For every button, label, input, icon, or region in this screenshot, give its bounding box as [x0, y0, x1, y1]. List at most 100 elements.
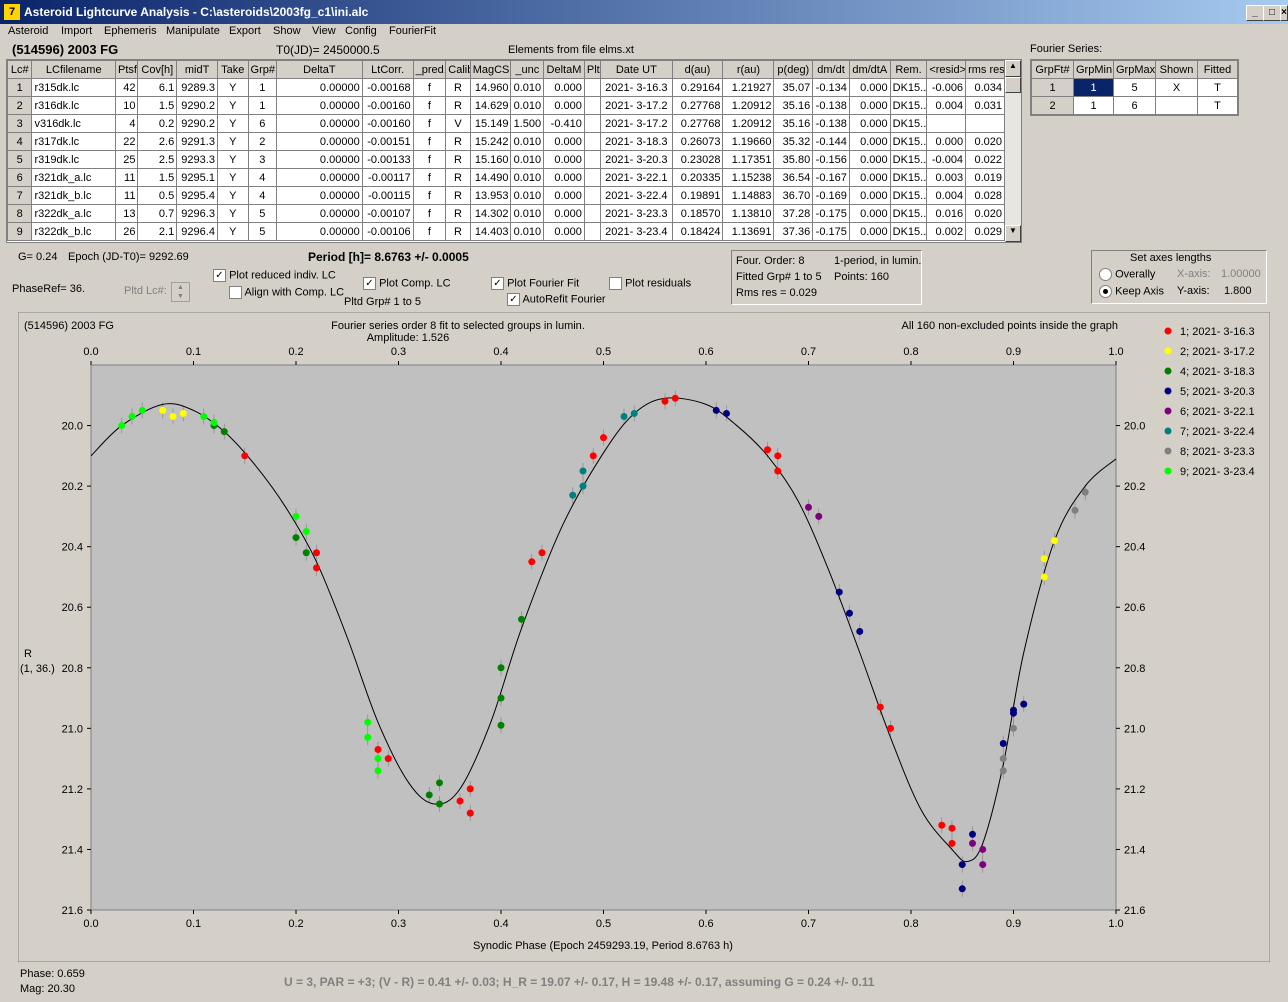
checkbox-plot-fourier[interactable]: ✓	[491, 277, 504, 290]
lc-cell[interactable]: Y	[216, 186, 249, 205]
menu-ephemeris[interactable]: Ephemeris	[104, 25, 157, 37]
lc-cell[interactable]: R	[445, 168, 471, 187]
lc-cell[interactable]: 1.5	[137, 168, 178, 187]
lc-cell[interactable]: -0.138	[812, 96, 850, 115]
fourier-cell[interactable]	[1155, 96, 1198, 115]
fourier-column-header[interactable]: Fitted	[1197, 60, 1238, 79]
lc-cell[interactable]: f	[412, 114, 447, 133]
lc-cell[interactable]: Y	[216, 150, 249, 169]
lc-cell[interactable]: 14.629	[469, 96, 512, 115]
scroll-thumb[interactable]	[1005, 77, 1021, 93]
lc-cell[interactable]: r316dk.lc	[31, 96, 117, 115]
lc-cell[interactable]: 4	[247, 186, 278, 205]
lc-cell[interactable]: r315dk.lc	[31, 78, 117, 97]
lc-cell[interactable]: 4	[247, 168, 278, 187]
lc-cell[interactable]: v316dk.lc	[31, 114, 117, 133]
lc-cell[interactable]: -0.175	[812, 222, 850, 241]
checkbox-align-comp[interactable]	[229, 286, 242, 299]
lc-cell[interactable]: 37.36	[773, 222, 814, 241]
lc-cell[interactable]	[926, 114, 967, 133]
lc-cell[interactable]: 0.000	[848, 114, 891, 133]
lc-cell[interactable]: 15.242	[469, 132, 512, 151]
menu-asteroid[interactable]: Asteroid	[8, 25, 49, 37]
lc-table-row[interactable]: 4 r317dk.lc 22 2.6 9291.3 Y 2 0.00000 -0.00151 f R…	[7, 132, 1005, 151]
lc-cell[interactable]: R	[445, 78, 471, 97]
lc-column-header[interactable]: Take	[216, 60, 249, 79]
lc-cell[interactable]: DK15..	[889, 186, 928, 205]
lc-cell[interactable]: 0.000	[543, 78, 585, 97]
lc-cell[interactable]: 0.23028	[671, 150, 724, 169]
lc-cell[interactable]: 1.500	[510, 114, 545, 133]
lc-cell[interactable]	[583, 132, 602, 151]
lc-cell[interactable]: 1.15238	[722, 168, 775, 187]
lc-cell[interactable]: 9293.3	[176, 150, 218, 169]
lc-cell[interactable]: 35.16	[773, 96, 814, 115]
lc-cell[interactable]: 0.29164	[671, 78, 724, 97]
lc-table-row[interactable]: 5 r319dk.lc 25 2.5 9293.3 Y 3 0.00000 -0.00133 f R…	[7, 150, 1005, 169]
lc-cell[interactable]: 0.5	[137, 186, 178, 205]
lc-cell[interactable]: Y	[216, 204, 249, 223]
lc-cell[interactable]: 0.000	[543, 222, 585, 241]
lc-cell[interactable]: 0.019	[965, 168, 1005, 187]
lc-cell[interactable]: 0.00000	[276, 204, 363, 223]
lc-column-header[interactable]: Lc#	[7, 60, 33, 79]
lc-cell[interactable]: 13.953	[469, 186, 512, 205]
lc-cell[interactable]: 0.000	[848, 186, 891, 205]
lc-cell[interactable]: R	[445, 132, 471, 151]
lc-cell[interactable]: 6.1	[137, 78, 178, 97]
radio-overally[interactable]	[1099, 268, 1112, 281]
plot-reduced-checkbox[interactable]: ✓ Plot reduced indiv. LC	[213, 269, 336, 282]
lc-cell[interactable]: 2021- 3-22.4	[600, 186, 673, 205]
lc-cell[interactable]: 42	[115, 78, 139, 97]
lc-cell[interactable]: 0.000	[848, 222, 891, 241]
lc-cell[interactable]: r317dk.lc	[31, 132, 117, 151]
fourier-column-header[interactable]: GrpFt#	[1031, 60, 1074, 79]
lc-cell[interactable]: DK15..	[889, 150, 928, 169]
lc-cell[interactable]: -0.144	[812, 132, 850, 151]
lc-table-row[interactable]: 9 r322dk_b.lc 26 2.1 9296.4 Y 5 0.00000 -0.00106…	[7, 222, 1005, 241]
lightcurve-chart[interactable]: (514596) 2003 FG Fourier series order 8 …	[18, 312, 1270, 962]
lc-cell[interactable]: 2021- 3-23.3	[600, 204, 673, 223]
lc-cell[interactable]: r322dk_b.lc	[31, 222, 117, 241]
lc-column-header[interactable]: p(deg)	[773, 60, 814, 79]
radio-keep-axis[interactable]	[1099, 285, 1112, 298]
lc-cell[interactable]: 1.5	[137, 96, 178, 115]
row-header[interactable]: 9	[7, 222, 33, 241]
lc-cell[interactable]: 0.00000	[276, 150, 363, 169]
lc-table-row[interactable]: 3 v316dk.lc 4 0.2 9290.2 Y 6 0.00000 -0.00160 f V 1…	[7, 114, 1005, 133]
lc-cell[interactable]: 1.13691	[722, 222, 775, 241]
lc-cell[interactable]: 11	[115, 168, 139, 187]
lc-cell[interactable]: 1	[247, 96, 278, 115]
lc-cell[interactable]: 15.149	[469, 114, 512, 133]
lc-cell[interactable]	[583, 150, 602, 169]
lc-cell[interactable]: 1.14883	[722, 186, 775, 205]
lc-cell[interactable]: f	[412, 168, 447, 187]
fourier-cell[interactable]: 6	[1113, 96, 1156, 115]
lc-cell[interactable]: 0.000	[848, 168, 891, 187]
lc-cell[interactable]: 5	[247, 204, 278, 223]
lc-cell[interactable]: -0.138	[812, 114, 850, 133]
lc-cell[interactable]: R	[445, 150, 471, 169]
lc-cell[interactable]: -0.00107	[361, 204, 414, 223]
lc-cell[interactable]: 2021- 3-23.4	[600, 222, 673, 241]
lc-column-header[interactable]: <resid>	[926, 60, 967, 79]
fourier-cell[interactable]: T	[1197, 78, 1238, 97]
lc-column-header[interactable]: dm/dtA	[848, 60, 891, 79]
lc-cell[interactable]: Y	[216, 168, 249, 187]
lc-column-header[interactable]: LtCorr.	[361, 60, 414, 79]
fourier-cell[interactable]: 1	[1073, 96, 1114, 115]
lc-cell[interactable]: 0.034	[965, 78, 1005, 97]
fourier-column-header[interactable]: GrpMin	[1073, 60, 1114, 79]
lc-cell[interactable]: -0.134	[812, 78, 850, 97]
lc-cell[interactable]: f	[412, 96, 447, 115]
lc-cell[interactable]: 9295.4	[176, 186, 218, 205]
lc-cell[interactable]: 35.07	[773, 78, 814, 97]
lc-cell[interactable]: 0.010	[510, 222, 545, 241]
lc-cell[interactable]: 0.27768	[671, 114, 724, 133]
menu-import[interactable]: Import	[61, 25, 93, 37]
lc-cell[interactable]: 0.000	[543, 132, 585, 151]
checkbox-autorefit[interactable]: ✓	[507, 293, 520, 306]
lc-cell[interactable]: 0.000	[543, 168, 585, 187]
lc-cell[interactable]: 3	[247, 150, 278, 169]
lc-cell[interactable]: 25	[115, 150, 139, 169]
